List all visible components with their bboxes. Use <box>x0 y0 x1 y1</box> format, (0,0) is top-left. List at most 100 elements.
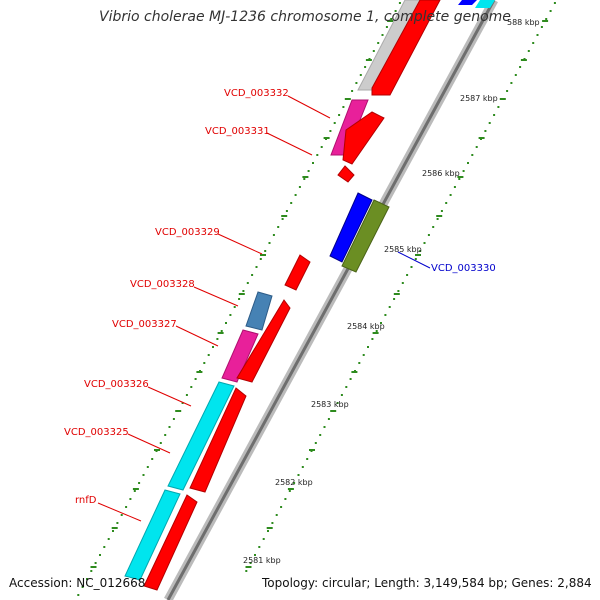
tick-dot <box>138 482 141 484</box>
tick-mark <box>478 137 485 139</box>
tick-dot <box>294 194 297 196</box>
label-vcd003327[interactable]: VCD_003327 <box>112 319 177 330</box>
tick-dot <box>264 250 267 252</box>
tick-dot <box>371 338 374 340</box>
tick-dot <box>107 538 110 540</box>
tick-dot <box>532 42 535 44</box>
tick-dot <box>151 458 154 460</box>
gene-bar-red-3[interactable] <box>189 387 247 493</box>
tick-label-2581: 2581 kbp <box>243 556 281 565</box>
gene-bar-red-1[interactable] <box>371 0 441 96</box>
gene-bar-vcd003331[interactable] <box>342 111 385 165</box>
tick-label-2583: 2583 kbp <box>311 400 349 409</box>
tick-dot <box>249 562 252 564</box>
label-vcd003325[interactable]: VCD_003325 <box>64 427 129 438</box>
accession-text: Accession: NC_012668 <box>9 576 145 590</box>
tick-dot <box>285 210 288 212</box>
tick-mark <box>372 332 379 334</box>
tick-dot <box>340 394 343 396</box>
gene-bar-cyan-top[interactable] <box>475 0 495 8</box>
tick-dot <box>297 474 300 476</box>
tick-mark <box>344 98 351 100</box>
tick-dot <box>303 178 306 180</box>
tick-dot <box>267 530 269 532</box>
tick-dot <box>146 466 149 468</box>
tick-dot <box>319 434 322 436</box>
tick-dot <box>225 322 227 324</box>
tick-label-2582: 2582 kbp <box>275 478 313 487</box>
tick-label-2588: 588 kbp <box>507 18 540 27</box>
tick-dot <box>458 178 461 180</box>
label-vcd003330[interactable]: VCD_003330 <box>431 263 496 274</box>
tick-dot <box>381 34 384 36</box>
tick-dot <box>449 194 452 196</box>
tick-mark <box>245 566 252 568</box>
tick-dot <box>364 66 367 68</box>
tick-dot <box>493 114 496 116</box>
tick-dot <box>81 586 84 588</box>
tick-dot <box>342 106 345 108</box>
gene-labels: VCD_003332 VCD_003331 VCD_003329 VCD_003… <box>64 88 496 522</box>
label-vcd003332[interactable]: VCD_003332 <box>224 88 289 99</box>
tick-mark <box>266 527 273 529</box>
gene-bar-vcd003330[interactable] <box>341 199 390 273</box>
gene-track-right <box>143 0 441 591</box>
tick-dot <box>406 274 409 276</box>
gene-bar-vcd003328[interactable] <box>245 291 273 331</box>
gene-bar-vcd003327[interactable] <box>221 329 259 383</box>
tick-dot <box>393 298 396 300</box>
tick-dot <box>290 202 293 204</box>
tick-dot <box>216 338 219 340</box>
tick-dot <box>103 546 106 548</box>
tick-dot <box>129 498 132 500</box>
tick-dot <box>284 498 287 500</box>
tick-dot <box>329 130 332 132</box>
label-vcd003329[interactable]: VCD_003329 <box>155 227 220 238</box>
tick-dot <box>362 354 365 356</box>
gene-bar-rnfd[interactable] <box>124 489 181 581</box>
tick-dot <box>401 282 404 284</box>
tick-mark <box>287 488 294 490</box>
tick-dot <box>112 530 114 532</box>
tick-dot <box>423 242 426 244</box>
tick-mark <box>457 176 464 178</box>
tick-dot <box>519 66 522 68</box>
tick-label-2585: 2585 kbp <box>384 245 422 254</box>
tick-mark <box>281 215 288 217</box>
label-vcd003331[interactable]: VCD_003331 <box>205 126 270 137</box>
tick-dot <box>254 554 256 556</box>
gene-bar-red-4[interactable] <box>143 494 198 591</box>
tick-dot <box>185 394 188 396</box>
tick-dot <box>527 50 530 52</box>
genome-summary-text: Topology: circular; Length: 3,149,584 bp… <box>261 576 592 590</box>
label-vcd003326[interactable]: VCD_003326 <box>84 379 149 390</box>
gene-bar-blue[interactable] <box>329 192 373 263</box>
tick-dot <box>390 18 393 20</box>
tick-mark <box>238 293 245 295</box>
tick-dot <box>277 226 280 228</box>
gene-bar-vcd003326[interactable] <box>167 381 235 491</box>
gene-bar-blue-top[interactable] <box>458 0 477 5</box>
label-rnfd[interactable]: rnfD <box>75 495 97 506</box>
tick-dot <box>351 90 354 92</box>
tick-dot <box>288 490 291 492</box>
tick-dot <box>142 474 145 476</box>
tick-dot <box>77 594 80 596</box>
tick-dot <box>355 82 358 84</box>
gene-bar-small-red[interactable] <box>337 165 355 183</box>
tick-dot <box>419 250 422 252</box>
tick-mark <box>309 449 315 451</box>
backbone <box>164 0 498 600</box>
tick-mark <box>196 371 203 373</box>
tick-mark <box>217 332 224 334</box>
tick-dot <box>540 26 543 28</box>
gene-bar-vcd003329[interactable] <box>284 254 311 291</box>
tick-dot <box>251 274 254 276</box>
tick-dot <box>397 290 400 292</box>
gene-bar-red-2[interactable] <box>236 299 291 383</box>
tick-dot <box>280 506 283 508</box>
tick-label-2587: 2587 kbp <box>460 94 498 103</box>
tick-dot <box>316 154 319 156</box>
label-vcd003328[interactable]: VCD_003328 <box>130 279 195 290</box>
